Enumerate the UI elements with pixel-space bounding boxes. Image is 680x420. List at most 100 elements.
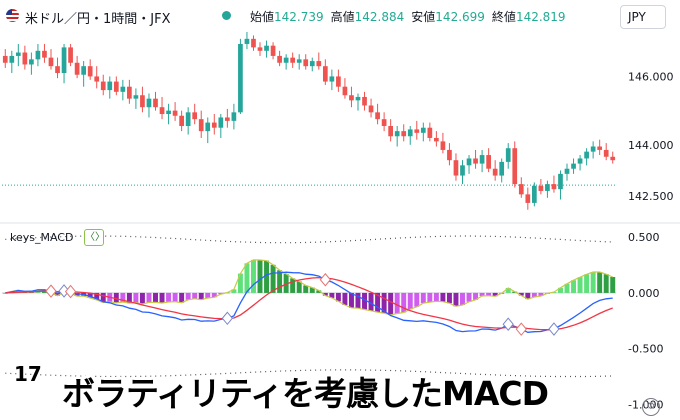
candle-body xyxy=(349,95,354,101)
candle-body xyxy=(218,117,224,128)
candle-body xyxy=(159,107,165,115)
candle-body xyxy=(205,122,211,132)
histogram-bar xyxy=(427,292,433,303)
candle-body xyxy=(224,117,230,121)
histogram-bar xyxy=(603,274,609,293)
macd-axis-tick: 0.500 xyxy=(628,231,660,244)
us-flag-icon xyxy=(6,9,19,22)
candle-body xyxy=(68,47,73,63)
crossover-marker xyxy=(319,272,331,287)
candle-body xyxy=(120,86,126,92)
candle-body xyxy=(545,184,550,191)
histogram-bar xyxy=(368,292,374,311)
candle-body xyxy=(303,59,309,67)
candle-body xyxy=(22,52,28,65)
crossover-marker xyxy=(515,322,527,336)
price-axis-tick: 144.000 xyxy=(628,139,674,152)
candle-body xyxy=(577,158,583,164)
histogram-bar xyxy=(231,289,237,293)
candle-body xyxy=(584,151,589,159)
histogram-bar xyxy=(348,292,354,308)
candle-body xyxy=(407,129,413,137)
histogram-bar xyxy=(460,292,465,306)
symbol-title[interactable]: 米ドル／円・1時間・JFX xyxy=(25,12,171,27)
histogram-bar xyxy=(41,290,47,293)
histogram-bar xyxy=(610,276,616,293)
open-label: 始値 xyxy=(250,10,275,24)
crossover-marker xyxy=(548,322,560,336)
candle-body xyxy=(87,66,93,77)
histogram-bar xyxy=(159,292,165,304)
candle-body xyxy=(538,185,544,191)
histogram-bar xyxy=(185,292,191,300)
signal-line xyxy=(5,276,613,331)
histogram-bar xyxy=(394,292,400,314)
histogram-bar xyxy=(375,292,381,313)
histogram-bar xyxy=(557,287,563,293)
gear-icon[interactable]: ⚙ xyxy=(642,398,660,416)
candle-body xyxy=(283,57,289,63)
histogram-bar xyxy=(518,292,524,296)
candle-body xyxy=(290,57,296,63)
histogram-bar xyxy=(87,292,93,298)
histogram-bar xyxy=(571,280,577,293)
histogram-bar xyxy=(414,292,420,307)
histogram-bar xyxy=(538,292,544,297)
candle-body xyxy=(381,119,387,126)
candle-body xyxy=(179,115,184,126)
histogram-bar xyxy=(505,287,511,293)
histogram-bar xyxy=(446,292,452,304)
candle-body xyxy=(100,81,106,91)
low-value: 142.699 xyxy=(435,10,485,24)
histogram-bar xyxy=(440,292,446,302)
histogram-bar xyxy=(316,290,322,293)
histogram-bar xyxy=(407,292,413,310)
histogram-bar xyxy=(309,287,315,293)
histogram-bar xyxy=(166,292,172,302)
candle-body xyxy=(322,66,328,82)
candle-body xyxy=(238,43,243,113)
histogram-bar xyxy=(322,292,328,296)
histogram-bar xyxy=(362,292,368,310)
candle-body xyxy=(525,194,531,203)
candle-body xyxy=(81,66,87,75)
candle-body xyxy=(610,156,616,161)
candle-body xyxy=(362,96,367,106)
candle-body xyxy=(127,86,132,99)
histogram-bar xyxy=(126,292,132,304)
close-value: 142.819 xyxy=(515,10,566,24)
candle-body xyxy=(107,81,113,91)
candle-body xyxy=(277,55,282,63)
histogram-bar xyxy=(303,285,309,293)
candle-body xyxy=(309,61,315,67)
histogram-bar xyxy=(577,277,583,293)
histogram-bar xyxy=(329,292,335,298)
candle-body xyxy=(597,146,603,150)
histogram-bar xyxy=(146,292,152,303)
histogram-bar xyxy=(492,292,498,297)
caption-overlay: ボラティリティを考慮したMACD xyxy=(62,374,549,413)
histogram-bar xyxy=(525,292,531,300)
histogram-bar xyxy=(2,292,8,294)
histogram-bar xyxy=(244,263,250,293)
candle-body xyxy=(551,184,557,190)
histogram-bar xyxy=(401,292,407,313)
candle-body xyxy=(316,61,322,67)
indicator-name[interactable]: keys_MACD xyxy=(10,231,74,244)
crossover-marker xyxy=(45,284,57,298)
histogram-bar xyxy=(237,273,243,293)
currency-selector[interactable]: JPY xyxy=(620,5,666,29)
indicator-source-icon[interactable]: 〈〉 xyxy=(84,229,105,246)
candle-body xyxy=(146,98,152,108)
histogram-bar xyxy=(250,259,256,293)
histogram-bar xyxy=(139,292,145,304)
candle-body xyxy=(505,148,511,162)
candle-body xyxy=(55,66,60,74)
histogram-bar xyxy=(192,292,198,299)
candle-body xyxy=(447,149,452,161)
candle-body xyxy=(466,158,472,166)
chart-header: 米ドル／円・1時間・JFX 始値142.739 高値142.884 安値142.69… xyxy=(0,0,620,30)
histogram-bar xyxy=(133,292,139,303)
candle-body xyxy=(486,155,491,169)
